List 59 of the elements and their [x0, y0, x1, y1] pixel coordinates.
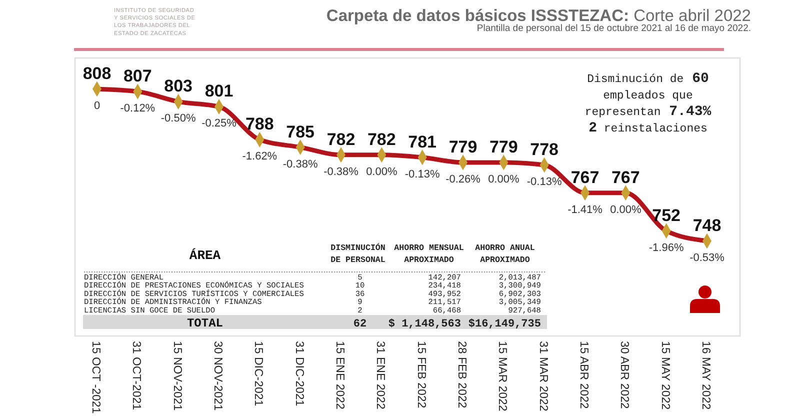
annotation: -0.50% [160, 112, 196, 125]
annotation: -0.38% [324, 166, 359, 178]
x-tick-label: 31 DIC-2021 [292, 341, 305, 406]
annotation: 0.00% [488, 173, 520, 186]
data-label: $16,149,735 [468, 318, 542, 330]
annotation: -0.13% [404, 168, 440, 180]
annotation: -1.41% [568, 204, 603, 216]
x-tick-label: 31 ENE 2022 [374, 341, 386, 410]
x-tick-label: 16 MAY 2022 [700, 341, 712, 410]
data-label: 785 [286, 122, 315, 142]
x-tick-label: 31 MAR 2022 [536, 341, 549, 412]
annotation: -0.53% [690, 252, 725, 264]
x-tick-label: 15 NOV-2021 [170, 341, 183, 411]
data-label: 767 [570, 168, 600, 187]
data-label: 781 [408, 132, 437, 152]
data-label: $ 1,148,563 [388, 318, 462, 330]
annotation: 0.00% [610, 204, 642, 216]
x-tick-label: 15 ENE 2022 [334, 341, 346, 410]
data-label: 62 [353, 318, 367, 330]
data-label: 782 [367, 130, 396, 149]
text: Disminución de 60 empleados que representan 7.43% 2 reinstalaciones [584, 71, 712, 136]
x-tick-label: 15 MAR 2022 [496, 341, 508, 412]
text: DISMINUCIÓN DE PERSONAL [330, 243, 386, 265]
data-label: 807 [123, 66, 152, 86]
annotation: 0.00% [366, 166, 398, 178]
data-label: 779 [489, 137, 518, 156]
data-label: 801 [204, 82, 234, 101]
x-tick-label: 30 ABR 2022 [618, 341, 630, 409]
text: AHORRO ANUAL APROXIMADO [475, 244, 535, 265]
text: ÁREA [189, 248, 221, 263]
chart-subtitle: Plantilla de personal del 15 de octubre 2021 al 16 de mayo 2022. [476, 23, 751, 34]
x-tick-label: 15 ABR 2022 [578, 341, 590, 409]
x-tick-label: 15 FEB 2022 [414, 341, 427, 408]
data-label: 779 [448, 137, 478, 156]
annotation: -0.13% [526, 176, 562, 188]
annotation: -0.26% [446, 173, 481, 186]
text: AHORRO MENSUAL APROXIMADO [394, 244, 464, 265]
annotation: -0.25% [202, 118, 237, 130]
x-tick-label: 30 NOV-2021 [212, 341, 224, 411]
x-tick-label: 15 DIC-2021 [252, 341, 264, 406]
annotation: -1.96% [648, 242, 684, 254]
x-tick-label: 31 OCT-2021 [130, 341, 142, 410]
x-tick-label: 28 FEB 2022 [456, 341, 468, 408]
x-tick-label: 15 MAY 2022 [658, 341, 671, 410]
data-label: 767 [611, 168, 640, 187]
data-label: 808 [82, 64, 112, 83]
annotation: -0.38% [282, 158, 318, 170]
data-label: 752 [652, 206, 681, 225]
annotation: -0.12% [120, 102, 156, 115]
annotation: 0 [94, 100, 100, 112]
data-label: 788 [245, 114, 274, 134]
annotation: -1.62% [242, 150, 278, 163]
chart-title: Carpeta de datos básicos ISSSTEZAC: Corte abril 2022 [326, 7, 751, 25]
data-label: 778 [530, 140, 559, 159]
data-label: 803 [164, 76, 193, 96]
data-label: 782 [326, 130, 356, 149]
data-label: 748 [692, 216, 722, 235]
category-label: TOTAL [186, 316, 224, 330]
x-tick-label: 15 OCT -2021 [90, 341, 102, 414]
